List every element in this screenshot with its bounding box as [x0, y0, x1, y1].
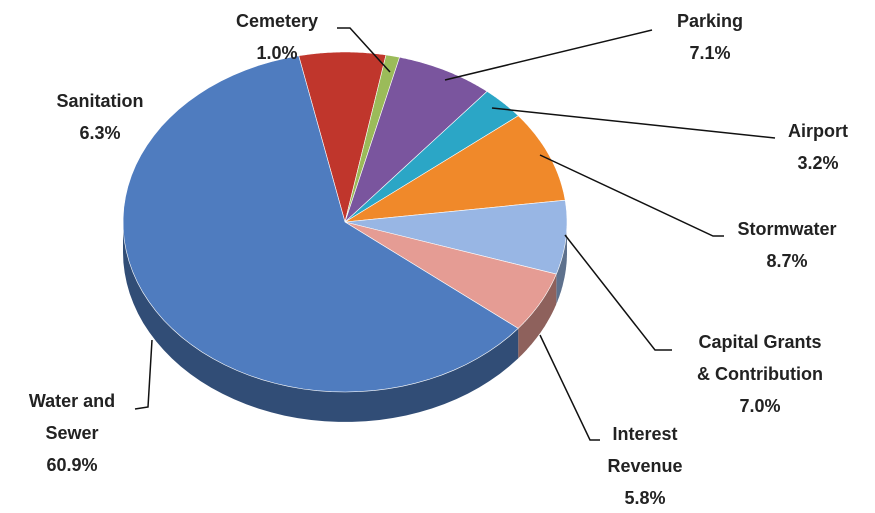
category-label: Parking — [677, 11, 743, 31]
value-label: 7.1% — [689, 43, 730, 63]
label-line: Parking — [677, 11, 743, 31]
label-line: Capital Grants — [698, 332, 821, 352]
label-line: Interest — [612, 424, 677, 444]
category-label: Cemetery — [236, 11, 318, 31]
leader-line — [539, 334, 600, 441]
label-line: Revenue — [607, 456, 682, 476]
label-line: Sanitation — [56, 91, 143, 111]
slice — [344, 221, 557, 329]
leader-line — [491, 107, 776, 139]
leader-line — [337, 27, 391, 73]
label-line: & Contribution — [697, 364, 823, 384]
category-label: Water and Sewer — [29, 391, 115, 443]
label-line: Water and — [29, 391, 115, 411]
value-label: 1.0% — [256, 43, 297, 63]
label-line: Stormwater — [737, 219, 836, 239]
label-line: Sewer — [45, 423, 98, 443]
leader-line — [564, 234, 672, 351]
slice — [344, 56, 488, 224]
slice-side — [556, 222, 567, 305]
slice — [122, 55, 519, 393]
label-line: Cemetery — [236, 11, 318, 31]
value-label: 8.7% — [766, 251, 807, 271]
label-line: Airport — [788, 121, 848, 141]
leader-line — [539, 154, 724, 237]
leader-line — [444, 29, 653, 81]
value-label: 5.8% — [624, 488, 665, 508]
category-label: Sanitation — [56, 91, 143, 111]
slice-side — [123, 222, 519, 422]
category-label: Stormwater — [737, 219, 836, 239]
slice — [344, 115, 566, 223]
value-label: 7.0% — [739, 396, 780, 416]
category-label: Airport — [788, 121, 848, 141]
value-label: 6.3% — [79, 123, 120, 143]
value-label: 60.9% — [46, 455, 97, 475]
slice — [344, 91, 519, 223]
leader-line — [134, 339, 153, 410]
category-label: Interest Revenue — [607, 424, 682, 476]
value-label: 3.2% — [797, 153, 838, 173]
slice-side — [518, 274, 557, 359]
category-label: Capital Grants & Contribution — [697, 332, 823, 384]
